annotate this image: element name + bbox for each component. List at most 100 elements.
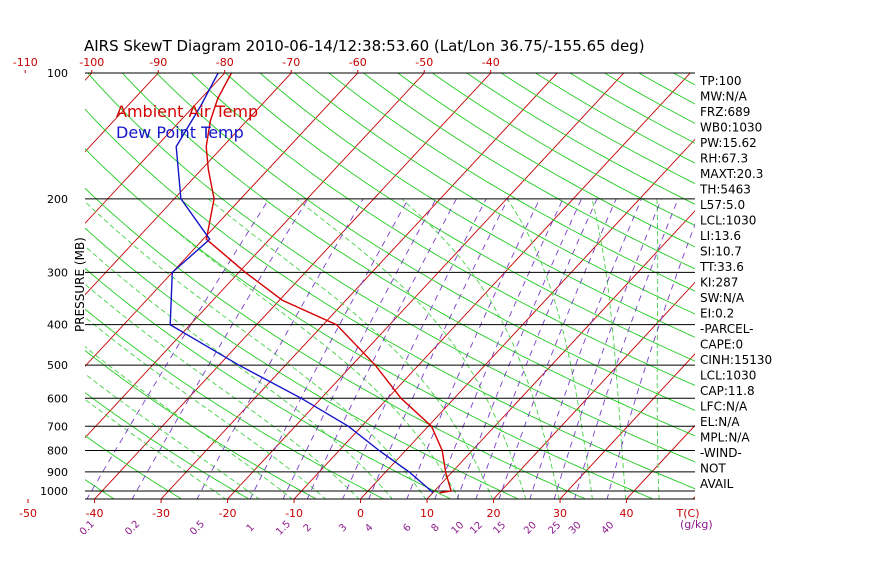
index-label: PW:15.62: [700, 136, 757, 150]
y-tick-label: 800: [47, 444, 68, 457]
y-tick-label: 100: [47, 67, 68, 80]
index-label: AVAIL: [700, 477, 734, 491]
index-label: TT:33.6: [699, 260, 744, 274]
mixing-ratio-label: 6: [401, 522, 413, 534]
index-label: NOT: [700, 462, 726, 476]
isotherm-line: [426, 64, 832, 500]
mixing-ratio-label: 15: [491, 520, 508, 537]
mixing-ratio-label: 1: [245, 522, 257, 534]
index-label: SW:N/A: [700, 291, 745, 305]
top-tick-label: -100: [79, 56, 104, 69]
mixing-ratio-label: 20: [522, 520, 539, 537]
index-label: CAPE:0: [700, 338, 743, 352]
bottom-tick-label: -10: [285, 507, 303, 520]
bottom-tick-label: 10: [420, 507, 434, 520]
top-tick-label: -90: [149, 56, 167, 69]
y-tick-label: 300: [47, 266, 68, 279]
dry-adiabat-line: [250, 64, 870, 500]
mixing-ratio-line: [197, 199, 364, 500]
mixing-ratio-label: 0.2: [123, 519, 142, 538]
index-label: LI:13.6: [700, 229, 741, 243]
index-label: EL:N/A: [700, 415, 740, 429]
mixing-ratio-label: 8: [429, 522, 441, 534]
y-tick-label: 600: [47, 392, 68, 405]
index-label: MW:N/A: [700, 90, 748, 104]
dry-adiabat-line: [759, 64, 870, 500]
bottom-tick-label: 0: [357, 507, 364, 520]
dry-adiabat-line: [521, 64, 870, 500]
legend-entry: Dew Point Temp: [116, 123, 244, 142]
isotherm-line: [293, 64, 699, 500]
index-label: LCL:1030: [700, 369, 756, 383]
bottom-tick-label: 40: [620, 507, 634, 520]
y-tick-label: 900: [47, 466, 68, 479]
mixing-ratio-line: [132, 199, 308, 500]
moist-adiabat-line: [657, 199, 659, 500]
mixing-ratio-line: [574, 199, 678, 500]
mixing-ratio-label: 3: [337, 522, 349, 534]
index-label: RH:67.3: [700, 152, 748, 166]
bottom-tick-label: -20: [219, 507, 237, 520]
mixing-ratio-label: 10: [450, 520, 467, 537]
moist-adiabat-line: [592, 199, 626, 500]
index-label: MPL:N/A: [700, 431, 750, 445]
top-tick-label: -50: [415, 56, 433, 69]
dry-adiabat-line: [453, 64, 870, 500]
dry-adiabat-line: [657, 64, 870, 500]
dry-adiabat-line: [12, 64, 655, 500]
top-tick-label: -60: [349, 56, 367, 69]
isotherm-line: [493, 64, 870, 500]
mixing-ratio-line: [476, 199, 598, 500]
moist-adiabat-line: [0, 199, 260, 500]
bottom-tick-label: -50: [19, 507, 37, 520]
top-tick-label: -40: [482, 56, 500, 69]
mixing-ratio-label: 0.5: [188, 519, 207, 538]
y-tick-label: 500: [47, 359, 68, 372]
index-label: CAP:11.8: [700, 384, 755, 398]
index-label: CINH:15130: [700, 353, 772, 367]
y-axis-title: PRESSURE (MB): [73, 237, 87, 332]
y-tick-label: 400: [47, 319, 68, 332]
moist-adiabat-line: [82, 199, 426, 500]
bottom-tick-label: 20: [487, 507, 501, 520]
mixing-ratio-label: 0.1: [78, 519, 97, 538]
mixing-ratio-label: 40: [600, 520, 617, 537]
mixing-ratio-line: [368, 199, 508, 500]
index-label: EI:0.2: [700, 307, 734, 321]
index-label: WB0:1030: [700, 121, 762, 135]
index-label: LCL:1030: [700, 214, 756, 228]
mixing-ratio-label: 25: [547, 520, 564, 537]
index-label: L57:5.0: [700, 198, 745, 212]
bottom-tick-label: -30: [152, 507, 170, 520]
mixing-axis-unit: (g/kg): [680, 518, 713, 531]
index-label: SI:10.7: [700, 245, 742, 259]
top-tick-label: -70: [282, 56, 300, 69]
isotherm-line: [0, 64, 34, 500]
index-label: -WIND-: [700, 446, 742, 460]
index-label: LFC:N/A: [700, 400, 748, 414]
legend-entry: Ambient Air Temp: [116, 102, 258, 121]
mixing-ratio-label: 12: [468, 520, 485, 537]
index-label: TP:100: [699, 74, 742, 88]
dry-adiabat-line: [216, 64, 870, 500]
isotherm-line: [759, 64, 870, 500]
bottom-tick-label: 30: [553, 507, 567, 520]
index-label: KI:287: [700, 276, 738, 290]
mixing-ratio-line: [554, 199, 662, 500]
index-label: MAXT:20.3: [700, 167, 763, 181]
moist-adiabat-line: [507, 199, 592, 500]
y-tick-label: 1000: [40, 485, 68, 498]
index-label: FRZ:689: [700, 105, 750, 119]
mixing-ratio-label: 30: [567, 520, 584, 537]
chart-title: AIRS SkewT Diagram 2010-06-14/12:38:53.6…: [84, 37, 645, 55]
moist-adiabat-line: [402, 199, 560, 500]
mixing-ratio-line: [86, 199, 269, 500]
top-tick-label: -80: [216, 56, 234, 69]
mixing-ratio-label: 2: [302, 522, 314, 534]
dry-adiabat-line: [0, 64, 116, 500]
y-tick-label: 200: [47, 193, 68, 206]
y-tick-label: 700: [47, 420, 68, 433]
index-label: TH:5463: [699, 183, 751, 197]
